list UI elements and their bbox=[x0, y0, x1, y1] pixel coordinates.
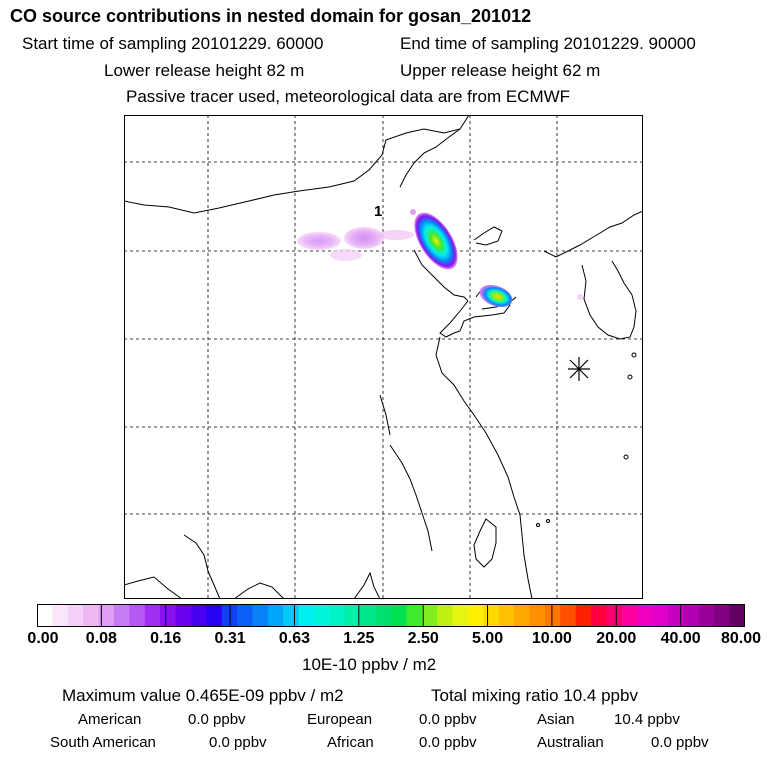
colorbar-swatch bbox=[52, 604, 69, 627]
colorbar bbox=[37, 604, 745, 627]
region-asian-name: Asian bbox=[537, 711, 575, 728]
colorbar-swatch bbox=[652, 604, 669, 627]
region-south-american-name: South American bbox=[50, 734, 156, 751]
main-plume bbox=[414, 212, 458, 270]
colorbar-swatch bbox=[314, 604, 331, 627]
colorbar-swatch bbox=[467, 604, 484, 627]
colorbar-swatch bbox=[668, 604, 685, 627]
colorbar-swatch bbox=[144, 604, 161, 627]
lower-release-height: Lower release height 82 m bbox=[104, 61, 305, 80]
start-time: Start time of sampling 20101229. 60000 bbox=[22, 34, 324, 53]
colorbar-tick-label: 5.00 bbox=[471, 630, 504, 647]
page-title: CO source contributions in nested domain… bbox=[10, 6, 532, 26]
colorbar-tick-label: 0.63 bbox=[278, 630, 311, 647]
colorbar-swatch bbox=[237, 604, 254, 627]
region-asian-value: 10.4 ppbv bbox=[614, 711, 680, 728]
colorbar-swatch bbox=[452, 604, 469, 627]
colorbar-swatch bbox=[606, 604, 623, 627]
colorbar-swatch bbox=[637, 604, 654, 627]
colorbar-swatch bbox=[544, 604, 561, 627]
colorbar-swatch bbox=[391, 604, 407, 627]
coastlines bbox=[124, 115, 643, 599]
colorbar-tick-label: 2.50 bbox=[407, 630, 439, 647]
colorbar-swatch bbox=[98, 604, 115, 627]
region-african-value: 0.0 ppbv bbox=[419, 734, 477, 751]
map-plot: 1 bbox=[124, 115, 643, 599]
colorbar-tick-label: 1.25 bbox=[343, 630, 375, 647]
faint-plume-link bbox=[378, 230, 414, 240]
region-european-value: 0.0 ppbv bbox=[419, 711, 477, 728]
colorbar-units: 10E-10 ppbv / m2 bbox=[302, 655, 437, 674]
colorbar-swatch bbox=[267, 604, 284, 627]
region-australian-value: 0.0 ppbv bbox=[651, 734, 709, 751]
colorbar-swatch bbox=[129, 604, 146, 627]
colorbar-tick-label: 40.00 bbox=[660, 630, 701, 647]
colorbar-tick-label: 0.16 bbox=[150, 630, 182, 647]
colorbar-swatch bbox=[729, 604, 745, 627]
faint-plume-tail bbox=[330, 249, 362, 261]
total-mixing-ratio: Total mixing ratio 10.4 ppbv bbox=[431, 686, 638, 705]
region-australian-name: Australian bbox=[537, 734, 604, 751]
colorbar-swatch bbox=[714, 604, 731, 627]
colorbar-swatch bbox=[529, 604, 546, 627]
colorbar-swatch bbox=[160, 604, 177, 627]
colorbar-tick-label: 0.08 bbox=[85, 630, 117, 647]
colorbar-swatch bbox=[560, 604, 577, 627]
colorbar-tick-label: 0.31 bbox=[214, 630, 246, 647]
end-time: End time of sampling 20101229. 90000 bbox=[400, 34, 696, 53]
colorbar-swatch bbox=[329, 604, 346, 627]
region-african-name: African bbox=[327, 734, 374, 751]
colorbar-swatch bbox=[483, 604, 500, 627]
concentration-plumes bbox=[297, 209, 583, 308]
graticule bbox=[124, 115, 643, 599]
colorbar-tick-label: 80.00 bbox=[720, 630, 762, 647]
asterisk-icon bbox=[568, 357, 590, 381]
colorbar-swatch bbox=[37, 604, 53, 627]
region-american-value: 0.0 ppbv bbox=[188, 711, 246, 728]
faint-plume-west bbox=[297, 232, 341, 250]
colorbar-swatch bbox=[437, 604, 454, 627]
max-value: Maximum value 0.465E-09 ppbv / m2 bbox=[62, 686, 344, 705]
colorbar-swatch bbox=[206, 604, 223, 627]
region-european-name: European bbox=[307, 711, 373, 728]
colorbar-swatch bbox=[283, 604, 300, 627]
secondary-plume bbox=[479, 284, 513, 308]
map-frame bbox=[124, 115, 643, 599]
colorbar-swatch bbox=[514, 604, 531, 627]
region-south-american-value: 0.0 ppbv bbox=[209, 734, 267, 751]
colorbar-tick-label: 10.00 bbox=[531, 630, 572, 647]
colorbar-swatch bbox=[375, 604, 392, 627]
colorbar-swatch bbox=[683, 604, 700, 627]
point-label: 1 bbox=[374, 203, 382, 220]
colorbar-swatch bbox=[113, 604, 130, 627]
colorbar-swatch bbox=[83, 604, 100, 627]
faint-plume-mid bbox=[344, 227, 384, 249]
colorbar-swatch bbox=[621, 604, 638, 627]
colorbar-swatch bbox=[298, 604, 315, 627]
colorbar-swatch bbox=[575, 604, 592, 627]
colorbar-swatch bbox=[498, 604, 515, 627]
colorbar-swatch bbox=[591, 604, 608, 627]
colorbar-tick-label: 20.00 bbox=[596, 630, 637, 647]
colorbar-border bbox=[37, 604, 745, 627]
colorbar-tick-label: 0.00 bbox=[27, 630, 59, 647]
colorbar-swatch bbox=[344, 604, 361, 627]
colorbar-swatch bbox=[67, 604, 84, 627]
colorbar-swatch bbox=[421, 604, 438, 627]
colorbar-swatch bbox=[252, 604, 269, 627]
upper-release-height: Upper release height 62 m bbox=[400, 61, 601, 80]
colorbar-swatch bbox=[698, 604, 715, 627]
colorbar-swatch bbox=[190, 604, 207, 627]
region-american-name: American bbox=[78, 711, 142, 728]
tracer-note: Passive tracer used, meteorological data… bbox=[126, 87, 571, 106]
colorbar-swatch bbox=[175, 604, 192, 627]
colorbar-swatch bbox=[360, 604, 377, 627]
colorbar-swatch bbox=[406, 604, 423, 627]
